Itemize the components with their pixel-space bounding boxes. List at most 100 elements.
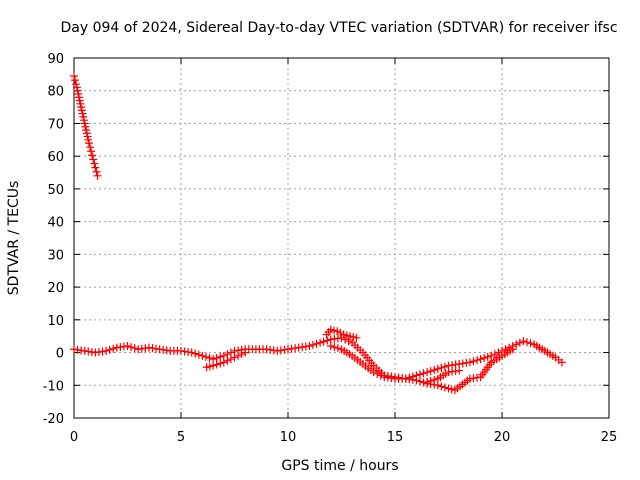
- data-point: [123, 342, 132, 350]
- data-point: [187, 348, 196, 357]
- x-tick-label: 25: [601, 430, 618, 445]
- x-tick-label: 5: [177, 430, 185, 445]
- data-point: [80, 119, 89, 128]
- data-point: [512, 340, 521, 349]
- data-point: [494, 348, 503, 357]
- data-point: [557, 358, 566, 367]
- data-point: [92, 167, 101, 176]
- data-point: [90, 159, 99, 168]
- data-point: [344, 337, 353, 346]
- data-point: [130, 344, 139, 353]
- data-point: [77, 106, 86, 115]
- x-tick-label: 15: [387, 430, 404, 445]
- data-point: [74, 90, 83, 98]
- data-point: [415, 377, 424, 386]
- data-point: [216, 359, 225, 368]
- data-point: [426, 367, 435, 376]
- data-point: [82, 126, 91, 134]
- data-point: [79, 116, 88, 125]
- data-point: [91, 163, 100, 172]
- data-point: [102, 346, 111, 355]
- data-point: [522, 338, 531, 347]
- data-point: [419, 369, 428, 378]
- x-tick-label: 20: [494, 430, 511, 445]
- y-tick-label: 90: [47, 52, 64, 67]
- data-point: [319, 337, 328, 346]
- y-tick-label: 10: [47, 314, 64, 329]
- y-tick-label: 70: [47, 117, 64, 132]
- data-point: [455, 366, 464, 375]
- data-point: [505, 343, 514, 352]
- data-point: [312, 339, 321, 348]
- data-point: [483, 352, 492, 361]
- data-point: [526, 339, 535, 348]
- data-point: [373, 369, 382, 378]
- data-point: [105, 345, 114, 354]
- data-point: [77, 103, 86, 112]
- data-point: [223, 356, 232, 365]
- data-point: [198, 351, 207, 360]
- data-point: [74, 93, 83, 102]
- data-point: [237, 350, 246, 359]
- data-point: [70, 72, 78, 80]
- data-point: [473, 356, 482, 365]
- data-point: [480, 354, 489, 362]
- y-tick-label: 50: [47, 183, 64, 198]
- data-point: [194, 350, 203, 359]
- data-point: [87, 147, 96, 156]
- data-point: [109, 344, 118, 353]
- data-point: [501, 345, 510, 354]
- data-point: [515, 338, 524, 347]
- data-point: [330, 343, 339, 352]
- data-point: [234, 351, 243, 360]
- y-tick-label: -10: [43, 379, 64, 394]
- data-point: [440, 383, 449, 392]
- grid-lines: [74, 58, 609, 418]
- data-point: [316, 338, 325, 347]
- data-point: [79, 112, 88, 121]
- data-point: [437, 382, 446, 391]
- y-axis-ticks: -20 -10 0 10 20 30 40 50 60 70 80 90: [43, 52, 609, 427]
- data-point: [76, 99, 85, 108]
- data-point: [508, 345, 517, 354]
- x-axis-ticks: 0 5 10 15 20 25: [70, 58, 617, 445]
- data-point: [308, 340, 317, 349]
- data-point: [241, 348, 250, 357]
- data-point: [127, 343, 136, 352]
- data-point: [83, 132, 92, 141]
- x-tick-label: 10: [280, 430, 297, 445]
- data-point: [326, 342, 335, 350]
- data-point: [376, 371, 385, 380]
- data-point: [93, 171, 102, 180]
- data-point: [219, 358, 228, 367]
- data-point: [72, 80, 81, 89]
- data-point: [465, 358, 474, 367]
- data-point: [423, 378, 432, 386]
- data-point: [86, 143, 95, 152]
- data-point: [412, 376, 421, 385]
- data-point: [230, 353, 239, 362]
- data-point: [84, 135, 93, 144]
- data-point: [84, 139, 93, 148]
- data-point: [352, 333, 361, 342]
- y-tick-label: 60: [47, 150, 64, 165]
- y-axis-title: SDTVAR / TECUs: [6, 181, 22, 296]
- data-point: [82, 129, 91, 138]
- data-point: [433, 364, 442, 373]
- data-point: [333, 344, 342, 353]
- data-point: [226, 355, 235, 364]
- x-tick-label: 0: [70, 430, 78, 445]
- data-point: [73, 86, 82, 95]
- data-point: [72, 83, 81, 92]
- plot-area-frame: [73, 57, 610, 419]
- data-point: [209, 361, 218, 370]
- data-point: [490, 350, 499, 359]
- y-tick-label: 20: [47, 281, 64, 296]
- data-point: [423, 368, 432, 377]
- data-point: [469, 357, 478, 366]
- data-point: [426, 376, 435, 385]
- data-point: [437, 363, 446, 372]
- data-point: [519, 337, 528, 346]
- data-point: [430, 375, 439, 384]
- data-point: [415, 370, 424, 379]
